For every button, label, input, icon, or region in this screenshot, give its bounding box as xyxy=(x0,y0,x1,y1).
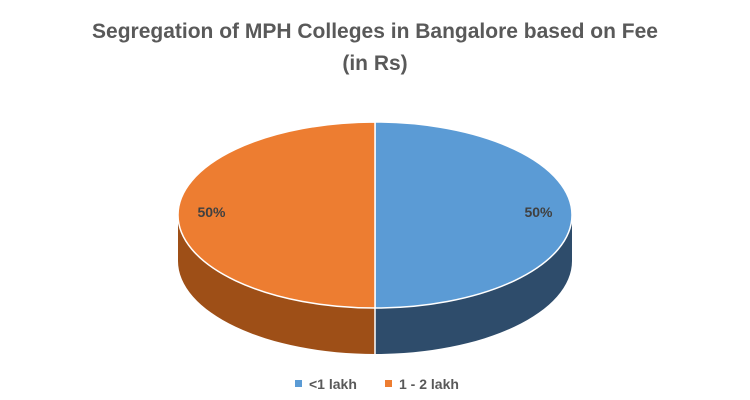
pie-data-label-1: 50% xyxy=(524,204,553,220)
chart-title-line-1: Segregation of MPH Colleges in Bangalore… xyxy=(92,20,658,43)
pie-slice-2 xyxy=(177,121,376,309)
pie-slice-side-2 xyxy=(178,215,375,354)
pie-slice-1 xyxy=(374,121,573,309)
chart-title: Segregation of MPH Colleges in Bangalore… xyxy=(0,16,750,80)
legend-label-1: <1 lakh xyxy=(309,376,357,392)
legend-swatch-1 xyxy=(295,380,302,387)
legend-label-2: 1 - 2 lakh xyxy=(399,376,459,392)
pie-slice-side-1 xyxy=(375,215,572,354)
legend: <1 lakh 1 - 2 lakh xyxy=(295,376,459,392)
chart-title-line-2: (in Rs) xyxy=(342,52,408,75)
legend-swatch-2 xyxy=(385,380,392,387)
pie-data-label-2: 50% xyxy=(197,204,226,220)
